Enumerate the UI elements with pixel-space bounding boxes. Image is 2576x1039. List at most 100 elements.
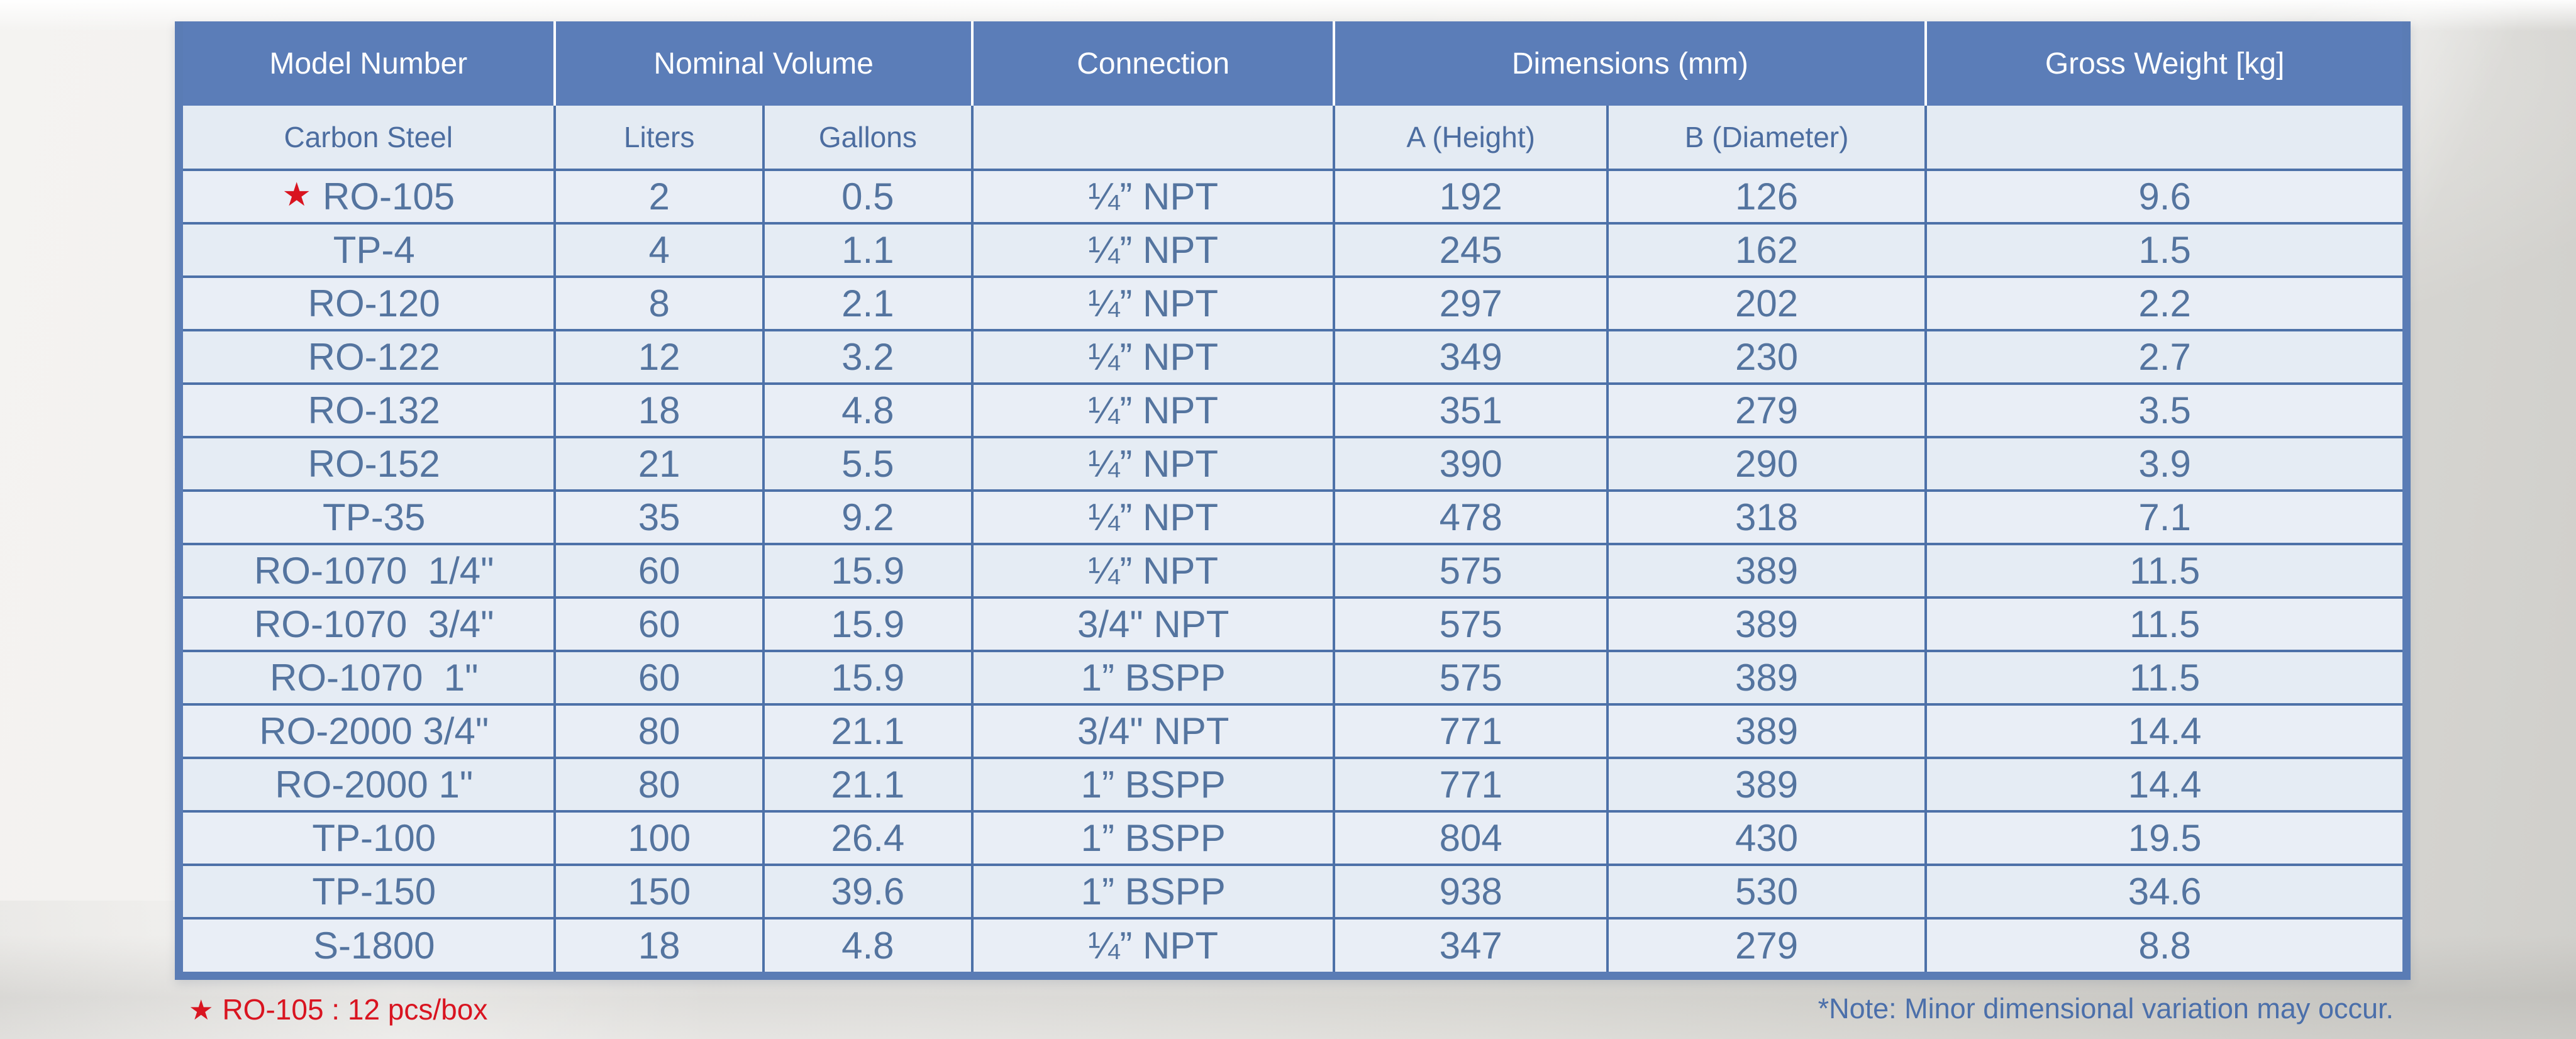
cell-connection: ¼” NPT [970,917,1335,972]
cell-gallons: 15.9 [762,543,972,597]
cell-liters: 21 [553,436,763,491]
cell-gross-weight: 14.4 [1924,757,2402,811]
cell-connection: ¼” NPT [970,169,1335,223]
cell-gross-weight: 34.6 [1924,864,2402,918]
cell-b-diameter: 430 [1606,810,1926,865]
cell-model: RO-2000 3/4" [183,703,555,758]
table-row: TP-100 100 26.4 1” BSPP 804 430 19.5 [183,810,2402,865]
cell-a-height: 297 [1333,275,1607,330]
cell-model: RO-1070 1/4" [183,543,555,597]
table-row: RO-1070 1" 60 15.9 1” BSPP 575 389 11.5 [183,650,2402,704]
cell-a-height: 192 [1333,169,1607,223]
cell-b-diameter: 279 [1606,382,1926,437]
cell-b-diameter: 162 [1606,222,1926,277]
cell-a-height: 804 [1333,810,1607,865]
cell-gallons: 3.2 [762,329,972,384]
model-label: RO-152 [308,443,440,485]
cell-connection: ¼” NPT [970,489,1335,544]
header-connection: Connection [970,21,1335,106]
subheader-connection-blank [970,106,1335,170]
cell-gallons: 21.1 [762,757,972,811]
cell-a-height: 575 [1333,650,1607,704]
cell-connection: 1” BSPP [970,757,1335,811]
cell-gross-weight: 14.4 [1924,703,2402,758]
cell-model: TP-100 [183,810,555,865]
cell-liters: 8 [553,275,763,330]
cell-b-diameter: 389 [1606,650,1926,704]
cell-b-diameter: 389 [1606,703,1926,758]
model-label: RO-132 [308,389,440,431]
footnote-dimension-note: *Note: Minor dimensional variation may o… [1818,992,2394,1025]
table-row: RO-122 12 3.2 ¼” NPT 349 230 2.7 [183,329,2402,384]
table-row: ★ RO-105 2 0.5 ¼” NPT 192 126 9.6 [183,169,2402,223]
model-label: RO-2000 3/4" [259,710,489,752]
table-row: TP-4 4 1.1 ¼” NPT 245 162 1.5 [183,222,2402,277]
cell-a-height: 478 [1333,489,1607,544]
cell-connection: 1” BSPP [970,810,1335,865]
star-icon: ★ [282,177,311,213]
cell-a-height: 245 [1333,222,1607,277]
model-label: RO-105 [322,175,455,218]
cell-gallons: 5.5 [762,436,972,491]
cell-model: RO-152 [183,436,555,491]
cell-gross-weight: 11.5 [1924,650,2402,704]
cell-a-height: 390 [1333,436,1607,491]
model-label: RO-1070 1/4" [253,550,494,592]
cell-a-height: 575 [1333,543,1607,597]
cell-liters: 80 [553,703,763,758]
cell-a-height: 771 [1333,703,1607,758]
model-label: TP-100 [312,817,436,859]
header-model-number: Model Number [183,21,555,106]
header-gross-weight: Gross Weight [kg] [1924,21,2402,106]
cell-gallons: 4.8 [762,917,972,972]
cell-model: TP-150 [183,864,555,918]
subheader-gallons: Gallons [762,106,972,170]
model-label: RO-120 [308,282,440,325]
subheader-a-height: A (Height) [1333,106,1607,170]
cell-gross-weight: 3.5 [1924,382,2402,437]
cell-a-height: 347 [1333,917,1607,972]
cell-gallons: 21.1 [762,703,972,758]
cell-b-diameter: 230 [1606,329,1926,384]
cell-model: TP-4 [183,222,555,277]
cell-connection: 3/4" NPT [970,703,1335,758]
model-label: RO-1070 3/4" [253,603,494,645]
spec-table: Model Number Nominal Volume Connection D… [175,21,2411,980]
cell-gallons: 15.9 [762,650,972,704]
cell-model: RO-1070 3/4" [183,596,555,651]
table-row: RO-1070 3/4" 60 15.9 3/4" NPT 575 389 11… [183,596,2402,651]
cell-b-diameter: 389 [1606,543,1926,597]
star-icon: ★ [189,995,214,1026]
cell-gross-weight: 11.5 [1924,596,2402,651]
cell-model: RO-1070 1" [183,650,555,704]
cell-connection: 1” BSPP [970,650,1335,704]
cell-b-diameter: 389 [1606,757,1926,811]
cell-liters: 2 [553,169,763,223]
subheader-carbon-steel: Carbon Steel [183,106,555,170]
model-label: RO-2000 1" [275,764,474,806]
cell-model: RO-122 [183,329,555,384]
table-row: RO-132 18 4.8 ¼” NPT 351 279 3.5 [183,382,2402,437]
model-label: TP-4 [333,229,415,271]
cell-liters: 80 [553,757,763,811]
cell-connection: ¼” NPT [970,436,1335,491]
cell-liters: 12 [553,329,763,384]
cell-a-height: 349 [1333,329,1607,384]
cell-a-height: 575 [1333,596,1607,651]
cell-connection: ¼” NPT [970,543,1335,597]
table-row: TP-150 150 39.6 1” BSPP 938 530 34.6 [183,864,2402,918]
cell-connection: 1” BSPP [970,864,1335,918]
cell-gross-weight: 2.7 [1924,329,2402,384]
model-label: TP-150 [312,870,436,913]
subheader-b-diameter: B (Diameter) [1606,106,1926,170]
cell-gallons: 0.5 [762,169,972,223]
model-label: TP-35 [323,496,426,538]
cell-a-height: 938 [1333,864,1607,918]
cell-gross-weight: 8.8 [1924,917,2402,972]
cell-connection: ¼” NPT [970,329,1335,384]
cell-gross-weight: 7.1 [1924,489,2402,544]
model-label: S-1800 [313,925,435,967]
cell-liters: 18 [553,382,763,437]
table-row: RO-152 21 5.5 ¼” NPT 390 290 3.9 [183,436,2402,491]
